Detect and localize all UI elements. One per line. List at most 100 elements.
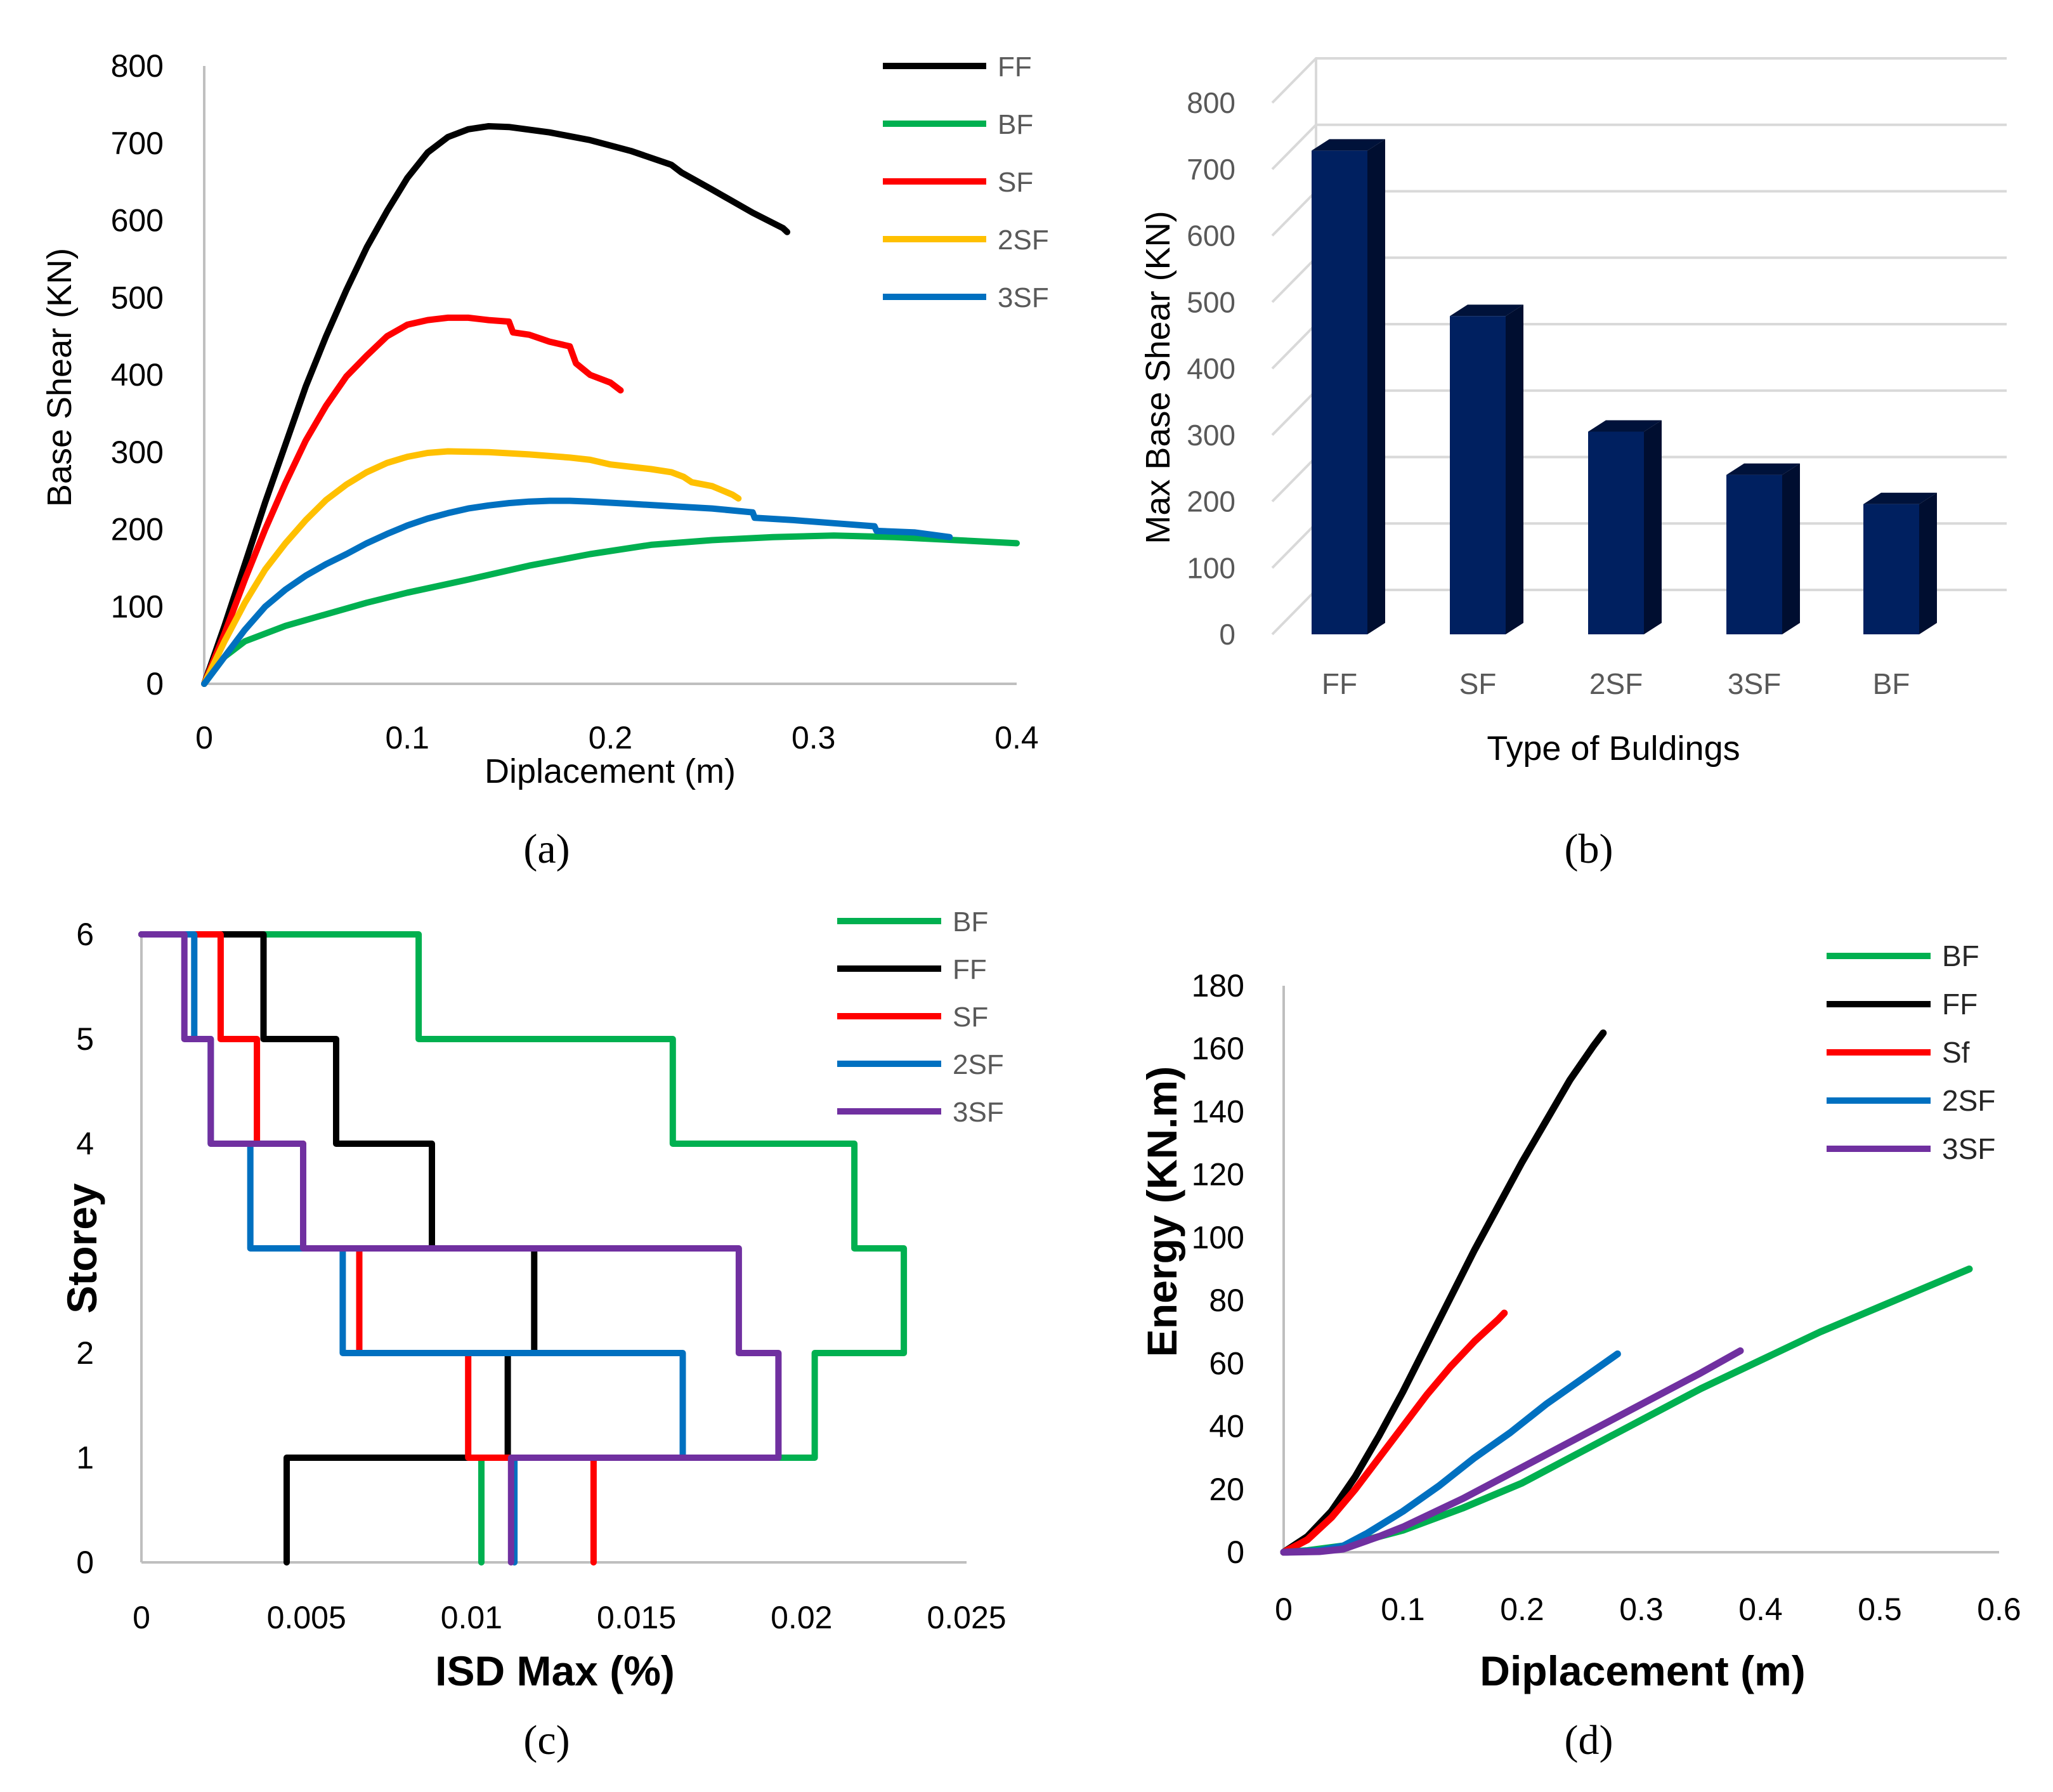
chart-b-bar-2sf xyxy=(1588,420,1662,634)
chart-a-x-tick-2: 0.2 xyxy=(589,720,633,755)
chart-b-bar-top-2sf xyxy=(1588,420,1662,432)
chart-b-bar-top-ff xyxy=(1312,139,1385,151)
chart-c-series-bf xyxy=(138,931,908,1566)
chart-d-ticks: 0 0.1 0.2 0.3 0.4 0.5 0.6 0 20 40 60 80 100 120 140 160… xyxy=(1192,968,2021,1627)
chart-d-series-sf xyxy=(1280,1309,1508,1556)
chart-d-legend-label-bf: BF xyxy=(1942,939,1979,972)
chart-a-y-tick-7: 700 xyxy=(111,126,164,161)
chart-a-x-tick-4: 0.4 xyxy=(994,720,1039,755)
chart-a-legend-label-sf: SF xyxy=(998,167,1033,198)
chart-b-y-tick-7: 700 xyxy=(1187,153,1235,186)
chart-b-bar-bf xyxy=(1863,492,1937,634)
chart-a-x-tick-3: 0.3 xyxy=(792,720,836,755)
chart-b-y-tick-3: 300 xyxy=(1187,419,1235,452)
chart-b-bar-front-3sf xyxy=(1726,474,1782,634)
chart-b-ylabel: Max Base Shear (KN) xyxy=(1139,211,1177,544)
chart-a-series-bf xyxy=(201,532,1020,687)
chart-b-y-tick-8: 800 xyxy=(1187,86,1235,119)
chart-a-series-2sf xyxy=(201,448,742,687)
chart-b-bar-front-bf xyxy=(1863,504,1919,634)
chart-a-y-tick-2: 200 xyxy=(111,512,164,547)
chart-d-y-tick-7: 140 xyxy=(1192,1094,1244,1129)
chart-d-x-tick-0: 0 xyxy=(1275,1592,1293,1627)
chart-b-y-tick-6: 600 xyxy=(1187,219,1235,252)
chart-c-ylabel: Storey xyxy=(58,1183,105,1314)
chart-b-category-ff: FF xyxy=(1322,667,1357,700)
chart-c-y-tick-5: 5 xyxy=(76,1021,94,1057)
chart-b-bar-ff xyxy=(1312,139,1385,635)
panel-label-c: (c) xyxy=(523,1717,570,1763)
chart-a-y-tick-4: 400 xyxy=(111,357,164,393)
chart-c-axes xyxy=(140,934,967,1564)
chart-c-series-3sf xyxy=(138,931,782,1566)
chart-a-series-3sf xyxy=(201,497,953,687)
chart-d-x-tick-6: 0.6 xyxy=(1977,1592,2021,1627)
chart-c-y-tick-4: 4 xyxy=(76,1126,94,1161)
chart-b: 0 100 200 300 400 500 600 700 800 FF SF 2SF 3SF BF T… xyxy=(1139,57,2007,768)
chart-a-legend-label-3sf: 3SF xyxy=(998,282,1049,313)
chart-d-legend-label-sf: Sf xyxy=(1942,1036,1970,1069)
chart-b-category-3sf: 3SF xyxy=(1728,667,1781,700)
chart-b-bars xyxy=(1312,139,1937,635)
chart-b-bar-top-3sf xyxy=(1726,463,1800,475)
chart-b-xlabel: Type of Buldings xyxy=(1487,729,1740,768)
chart-a-y-tick-0: 0 xyxy=(146,666,164,702)
chart-b-bar-side-3sf xyxy=(1782,463,1800,634)
chart-b-category-sf: SF xyxy=(1459,667,1497,700)
chart-a-y-tick-6: 600 xyxy=(111,203,164,239)
chart-a-xlabel: Diplacement (m) xyxy=(485,752,736,790)
chart-b-bar-top-sf xyxy=(1450,304,1523,317)
chart-b-bar-front-ff xyxy=(1312,150,1367,635)
chart-d-series xyxy=(1280,1029,1973,1556)
panel-label-b: (b) xyxy=(1565,826,1613,872)
chart-b-bar-front-2sf xyxy=(1588,431,1644,634)
chart-d: 0 0.1 0.2 0.3 0.4 0.5 0.6 0 20 40 60 80 100 120 140 160… xyxy=(1138,939,2021,1694)
chart-c-legend-label-sf: SF xyxy=(953,1002,988,1033)
chart-c-legend: BF FF SF 2SF 3SF xyxy=(837,906,1004,1128)
chart-b-y-tick-5: 500 xyxy=(1187,285,1235,318)
chart-d-legend-label-2sf: 2SF xyxy=(1942,1084,1995,1117)
chart-c-x-tick-2: 0.01 xyxy=(441,1600,502,1635)
panel-label-a: (a) xyxy=(523,826,570,872)
chart-c-y-tick-0: 0 xyxy=(76,1545,94,1580)
chart-d-ylabel: Energy (KN.m) xyxy=(1138,1066,1185,1357)
chart-b-y-tick-1: 100 xyxy=(1187,551,1235,584)
chart-a-x-tick-0: 0 xyxy=(195,720,213,755)
chart-d-y-tick-9: 180 xyxy=(1192,968,1244,1004)
chart-d-legend-label-3sf: 3SF xyxy=(1942,1132,1995,1165)
chart-c-xlabel: ISD Max (%) xyxy=(435,1647,675,1694)
chart-a-y-tick-1: 100 xyxy=(111,589,164,624)
chart-c: 0 0.005 0.01 0.015 0.02 0.025 0 1 2 4 5 6 BF FF SF 2SF… xyxy=(58,906,1007,1694)
chart-b-y-tick-4: 400 xyxy=(1187,352,1235,385)
chart-d-x-tick-4: 0.4 xyxy=(1738,1592,1783,1627)
chart-a: 0 0.1 0.2 0.3 0.4 0 100 200 300 400 500 600 700 800 F… xyxy=(41,48,1049,790)
chart-b-bar-3sf xyxy=(1726,463,1800,634)
chart-c-legend-label-2sf: 2SF xyxy=(953,1049,1004,1080)
chart-c-series xyxy=(138,931,908,1566)
chart-d-legend-label-ff: FF xyxy=(1942,988,1978,1021)
chart-b-bar-side-ff xyxy=(1367,139,1385,635)
chart-d-x-tick-5: 0.5 xyxy=(1858,1592,1902,1627)
chart-a-legend: FF BF SF 2SF 3SF xyxy=(883,51,1049,313)
chart-a-series-sf xyxy=(201,314,624,687)
chart-d-xlabel: Diplacement (m) xyxy=(1480,1647,1805,1694)
chart-d-y-tick-4: 80 xyxy=(1209,1283,1244,1318)
chart-d-y-tick-3: 60 xyxy=(1209,1345,1244,1381)
chart-a-legend-label-ff: FF xyxy=(998,51,1032,82)
chart-d-y-tick-2: 40 xyxy=(1209,1409,1244,1444)
chart-b-bar-front-sf xyxy=(1450,316,1506,634)
chart-d-y-tick-5: 100 xyxy=(1192,1220,1244,1255)
chart-d-y-tick-8: 160 xyxy=(1192,1031,1244,1066)
chart-b-gridline-8 xyxy=(1271,57,2007,104)
chart-a-series xyxy=(201,123,1020,687)
chart-c-y-tick-6: 6 xyxy=(76,917,94,952)
chart-b-bar-side-bf xyxy=(1919,492,1937,634)
chart-b-bar-top-bf xyxy=(1863,492,1937,504)
chart-c-legend-label-bf: BF xyxy=(953,906,988,938)
chart-d-axes xyxy=(1282,986,1999,1553)
chart-d-series-3sf xyxy=(1280,1347,1744,1556)
chart-a-y-tick-3: 300 xyxy=(111,435,164,470)
chart-b-category-bf: BF xyxy=(1873,667,1910,700)
chart-c-y-tick-2: 2 xyxy=(76,1335,94,1371)
